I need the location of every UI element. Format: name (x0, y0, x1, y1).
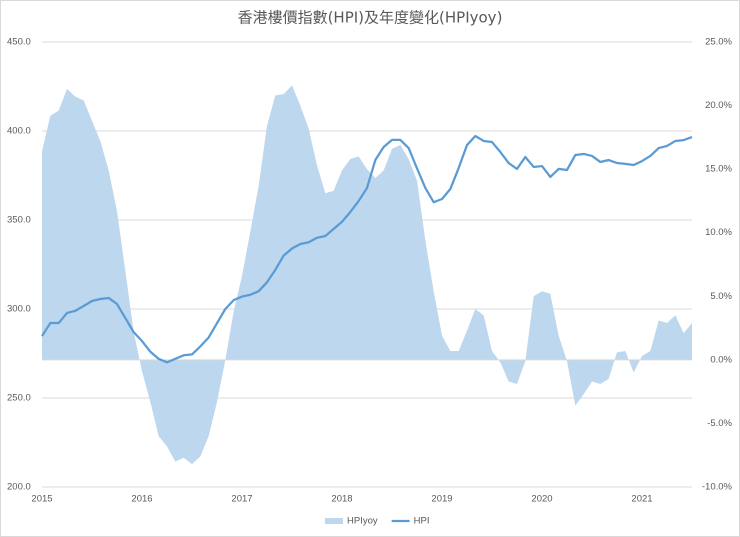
y2-tick-label: -10.0% (702, 482, 733, 493)
y2-tick-label: 25.0% (705, 37, 732, 48)
chart-title: 香港樓價指數(HPI)及年度變化(HPIyoy) (238, 9, 503, 27)
y-tick-label: 200.0 (7, 482, 31, 493)
x-tick-label: 2018 (331, 494, 352, 505)
y-tick-label: 350.0 (7, 215, 31, 226)
y-tick-label: 250.0 (7, 393, 31, 404)
y2-tick-label: -5.0% (707, 418, 732, 429)
x-tick-label: 2015 (31, 494, 52, 505)
y2-tick-label: 5.0% (710, 291, 732, 302)
x-tick-label: 2019 (431, 494, 452, 505)
y-tick-label: 300.0 (7, 304, 31, 315)
legend-label: HPIyoy (347, 516, 378, 527)
y2-tick-label: 10.0% (705, 227, 732, 238)
x-tick-label: 2017 (231, 494, 252, 505)
x-tick-label: 2021 (631, 494, 652, 505)
line (41, 134, 693, 364)
area (42, 85, 692, 465)
y2-tick-label: 20.0% (705, 100, 732, 111)
x-tick-label: 2020 (531, 494, 552, 505)
y-tick-label: 400.0 (7, 126, 31, 137)
y2-tick-label: 15.0% (705, 164, 732, 175)
legend-label: HPI (414, 516, 430, 527)
x-tick-label: 2016 (131, 494, 152, 505)
legend-swatch (325, 518, 343, 524)
y-tick-label: 450.0 (7, 37, 31, 48)
y2-tick-label: 0.0% (710, 354, 732, 365)
